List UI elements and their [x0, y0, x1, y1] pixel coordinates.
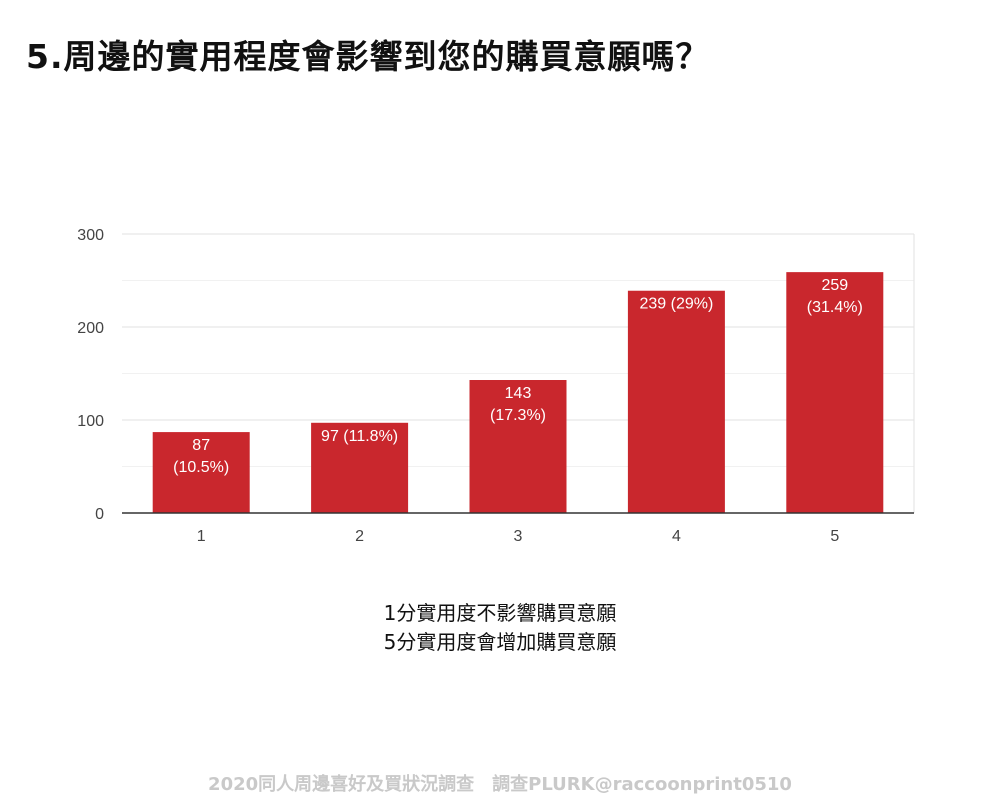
bar: [311, 422, 409, 513]
bar: [469, 380, 567, 513]
survey-footer: 2020同人周邊喜好及買狀況調查 調查PLURK@raccoonprint051…: [208, 774, 792, 795]
page-title: 5.周邊的實用程度會影響到您的購買意願嗎？: [26, 37, 710, 76]
bar-chart: 0 100 200 300 87 (10.5%) 1 97 (11.8%) 2 143 (17.3%…: [77, 227, 915, 545]
y-tick-label: 200: [77, 320, 104, 337]
bar-data-label: (10.5%): [173, 459, 229, 476]
bar-data-label: (31.4%): [807, 299, 863, 316]
bar-data-label: 259: [821, 277, 848, 294]
bar-data-label: 239 (29%): [639, 296, 713, 313]
x-tick-label: 3: [514, 528, 523, 545]
bar: [152, 432, 250, 513]
y-tick-label: 300: [77, 227, 104, 244]
bar-data-label: 97 (11.8%): [321, 428, 398, 445]
y-tick-label: 100: [77, 413, 104, 430]
bar-data-label: 87: [192, 437, 210, 454]
y-tick-label: 0: [95, 506, 104, 523]
bar: [627, 290, 725, 513]
x-tick-label: 1: [197, 528, 206, 545]
x-tick-label: 2: [355, 528, 364, 545]
chart-caption-line-1: 1分實用度不影響購買意願: [383, 601, 617, 625]
x-tick-label: 5: [830, 528, 839, 545]
x-tick-label: 4: [672, 528, 681, 545]
bar-data-label: (17.3%): [490, 407, 546, 424]
chart-caption-line-2: 5分實用度會增加購買意願: [383, 630, 617, 654]
bar-data-label: 143: [505, 385, 532, 402]
bar: [786, 272, 884, 513]
